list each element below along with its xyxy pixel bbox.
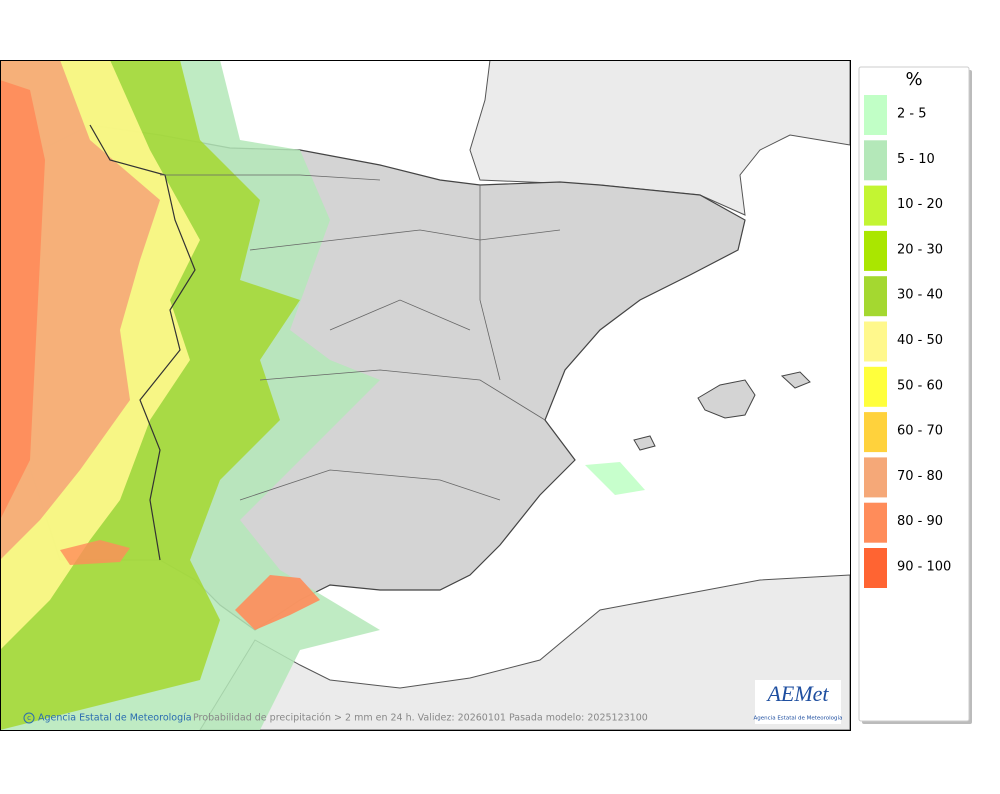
legend-label: 40 - 50 [897, 333, 943, 348]
logo: AEMet Agencia Estatal de Meteorología [754, 680, 843, 724]
legend-label: 30 - 40 [897, 288, 943, 303]
legend-label: 10 - 20 [897, 197, 943, 212]
legend-label: 20 - 30 [897, 242, 943, 257]
legend-swatch [864, 502, 887, 543]
legend-swatch [864, 457, 887, 498]
legend-swatch [864, 95, 887, 135]
balearic-islands [633, 371, 811, 451]
legend-swatch [864, 412, 887, 453]
map [0, 60, 850, 730]
logo-name: AEMet [765, 681, 829, 706]
legend-swatch [864, 276, 887, 317]
legend-swatch [864, 548, 887, 588]
legend-title: % [905, 69, 922, 90]
map-frame [0, 60, 851, 731]
legend: % 2 - 5 5 - 10 10 - 20 20 - 30 30 - 40 40 - 5… [858, 66, 972, 724]
svg-text:c: c [27, 714, 31, 722]
credit: c Agencia Estatal de Meteorología [23, 712, 192, 724]
legend-swatch [864, 185, 887, 226]
legend-label: 80 - 90 [897, 514, 943, 529]
legend-label: 5 - 10 [897, 152, 935, 167]
legend-label: 2 - 5 [897, 107, 927, 122]
logo-subtitle: Agencia Estatal de Meteorología [754, 715, 843, 722]
credit-text: Agencia Estatal de Meteorología [38, 713, 192, 724]
france [469, 60, 850, 216]
legend-label: 60 - 70 [897, 424, 943, 439]
legend-swatch [864, 321, 887, 362]
legend-swatch [864, 140, 887, 181]
africa [199, 574, 850, 730]
legend-label: 50 - 60 [897, 378, 943, 393]
legend-label: 70 - 80 [897, 469, 943, 484]
caption: Probabilidad de precipitación > 2 mm en … [193, 713, 648, 724]
legend-swatch [864, 366, 887, 407]
legend-swatch [864, 230, 887, 271]
legend-label: 90 - 100 [897, 560, 951, 575]
